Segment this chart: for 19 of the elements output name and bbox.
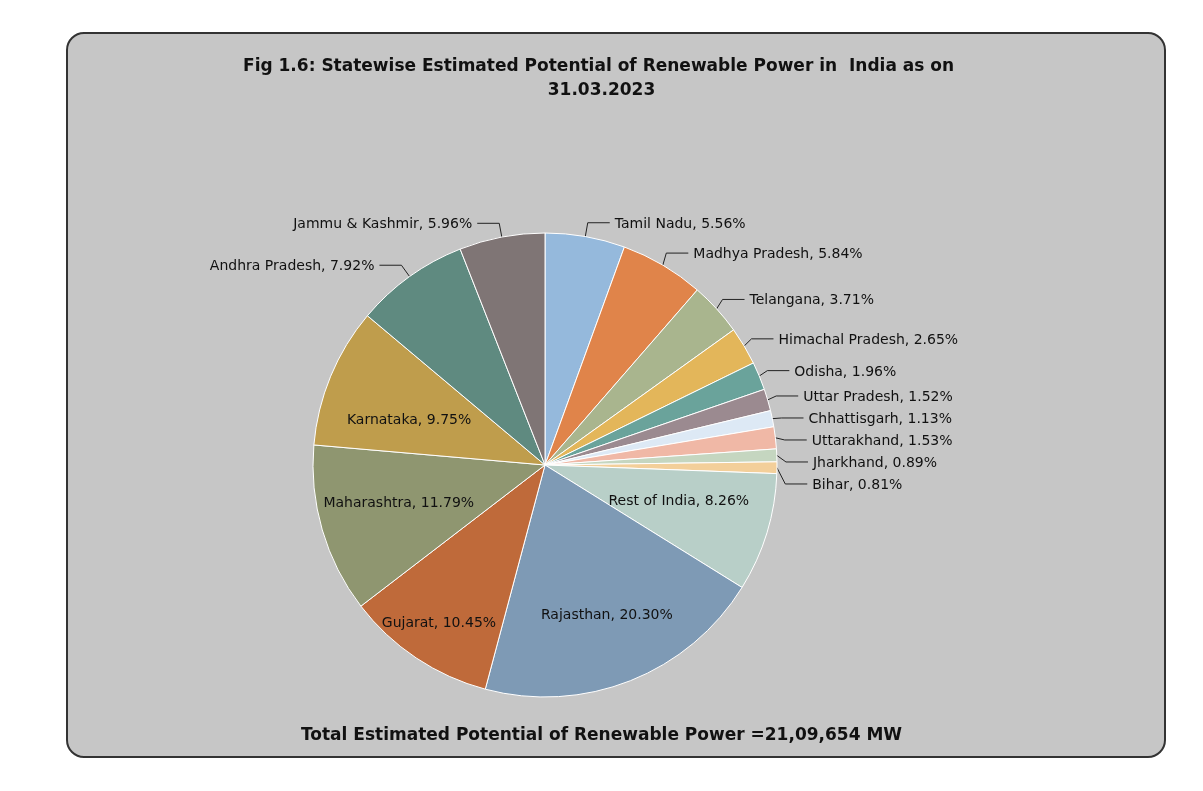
slice-label: Karnataka, 9.75% bbox=[346, 411, 472, 428]
slice-label: Andhra Pradesh, 7.92% bbox=[209, 257, 375, 274]
text: Total Estimated Potential of Renewable Power =21,09,654 MW bbox=[300, 723, 903, 744]
chart-title: Fig 1.6: Statewise Estimated Potential of Renewable Power in India as on 31.03.2023 bbox=[243, 55, 960, 99]
slice-label: Uttarakhand, 1.53% bbox=[811, 431, 953, 448]
slice-label: Himachal Pradesh, 2.65% bbox=[778, 330, 959, 347]
slice-label: Tamil Nadu, 5.56% bbox=[613, 214, 746, 231]
slice-label: Jharkhand, 0.89% bbox=[811, 453, 938, 470]
slice-label: Madhya Pradesh, 5.84% bbox=[693, 245, 863, 262]
slice-label: Rajasthan, 20.30% bbox=[540, 605, 673, 622]
slice-label: Bihar, 0.81% bbox=[812, 475, 903, 492]
slice-label: Rest of India, 8.26% bbox=[608, 491, 750, 508]
slice-label: Jammu & Kashmir, 5.96% bbox=[292, 215, 473, 232]
slice-label: Maharashtra, 11.79% bbox=[323, 494, 475, 511]
slice-label: Telangana, 3.71% bbox=[748, 291, 874, 308]
slice-label: Uttar Pradesh, 1.52% bbox=[803, 387, 953, 404]
slice-label: Gujarat, 10.45% bbox=[381, 613, 497, 630]
slice-label: Chhattisgarh, 1.13% bbox=[808, 409, 952, 426]
slice-label: Odisha, 1.96% bbox=[794, 362, 897, 379]
